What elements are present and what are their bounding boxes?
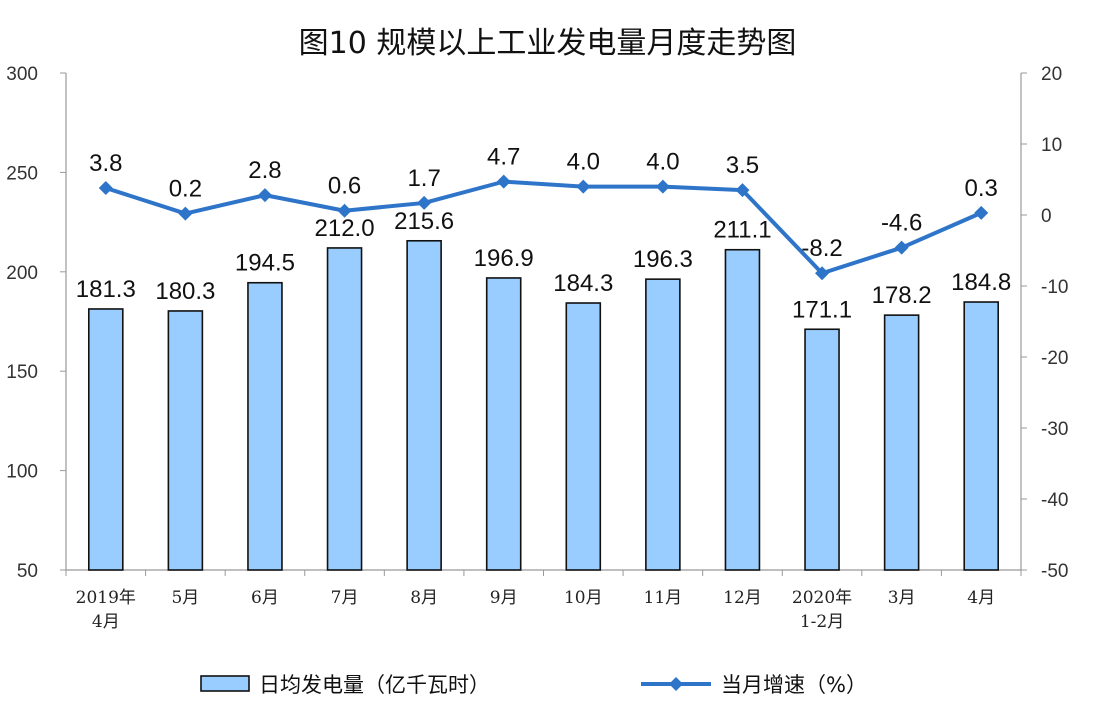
bar [247,281,283,571]
x-tick-label: 4月 [967,588,995,608]
right-tick-label: -10 [1041,277,1068,298]
data-labels: 181.3 180.3 194.5 212.0 215.6 196.9 184.3 196.3… [76,144,1011,324]
bar-value-label: 180.3 [155,278,215,305]
line-point [496,174,511,189]
line-value-label: 0.6 [328,173,361,200]
chart-title: 图10 规模以上工业发电量月度走势图 [298,26,797,61]
left-tick-label: 50 [17,561,38,582]
legend-bar-label: 日均发电量（亿千瓦时） [259,673,490,697]
left-tick-label: 150 [6,362,38,383]
legend-bar-swatch [200,675,250,692]
x-tick-label: 8月 [410,588,438,608]
x-tick-label: 12月 [723,588,762,608]
right-tick-label: -20 [1041,348,1068,369]
growth-line-path [105,179,983,276]
right-tick-label: 10 [1041,135,1062,156]
line-value-label: -4.6 [881,210,922,237]
axes: 50 100 150 200 250 300 -50 -40 -30 -20 -10 0 10 20 201… [6,64,1068,632]
bar [963,301,1000,571]
x-tick-label: 1-2月 [800,612,844,632]
line-value-label: 0.2 [169,176,202,203]
line-point [417,195,432,210]
bar [485,277,522,571]
line-value-label: 0.3 [965,175,998,202]
x-tick-label: 9月 [490,588,518,608]
left-tick-label: 100 [6,462,38,483]
bar [326,247,363,571]
line-value-label: 4.0 [646,149,679,176]
bar-value-label: 196.9 [474,245,534,272]
x-tick-label: 6月 [251,588,279,608]
right-tick-label: -50 [1041,561,1068,582]
legend-line-marker [669,677,683,691]
bar [167,310,204,571]
bar [724,248,761,571]
left-tick-label: 250 [6,163,38,184]
line-point [257,188,272,203]
line-point [655,179,670,194]
growth-line [98,174,989,281]
bar [87,308,124,571]
bars [87,239,1000,571]
bar-value-label: 212.0 [315,215,375,242]
bar [406,239,442,571]
bar [565,302,602,571]
line-point [815,266,830,281]
bar-value-label: 178.2 [872,282,932,309]
right-tick-label: 0 [1041,206,1052,227]
x-tick-label: 2019年 [76,588,136,608]
x-tick-label: 10月 [564,588,603,608]
bar-value-label: 184.3 [553,270,613,297]
bar [645,278,681,571]
x-tick-label: 4月 [92,612,120,632]
left-tick-label: 200 [6,263,38,284]
line-value-label: 4.7 [487,144,520,171]
x-tick-label: 5月 [171,588,199,608]
x-tick-label: 11月 [644,588,683,608]
line-point [178,206,193,221]
line-value-label: 1.7 [407,165,440,192]
right-tick-label: 20 [1041,64,1062,85]
line-point [98,181,113,196]
line-value-label: 3.5 [726,152,759,179]
bar-value-label: 215.6 [394,208,454,235]
left-tick-label: 300 [6,64,38,85]
line-point [576,179,591,194]
legend-line-label: 当月增速（%） [721,673,867,697]
line-value-label: 4.0 [567,149,600,176]
x-tick-label: 2020年 [792,588,852,608]
line-point [974,205,989,220]
x-tick-label: 7月 [331,588,359,608]
line-value-label: 3.8 [89,150,122,177]
bar-value-label: 171.1 [792,296,852,323]
line-value-label: 2.8 [248,157,281,184]
bar-value-label: 184.8 [951,269,1011,296]
bar [883,314,920,571]
line-point [735,183,750,198]
right-tick-label: -40 [1041,490,1068,511]
bar-value-label: 196.3 [633,246,693,273]
bar-value-label: 181.3 [76,276,136,303]
right-tick-label: -30 [1041,419,1068,440]
bar-value-label: 211.1 [713,217,771,244]
bar-value-label: 194.5 [235,250,295,277]
line-value-label: -8.2 [801,235,842,262]
x-tick-label: 3月 [888,588,916,608]
line-point [337,203,352,218]
bar [804,328,840,571]
legend: 日均发电量（亿千瓦时） 当月增速（%） [200,673,867,697]
line-point [894,240,909,255]
